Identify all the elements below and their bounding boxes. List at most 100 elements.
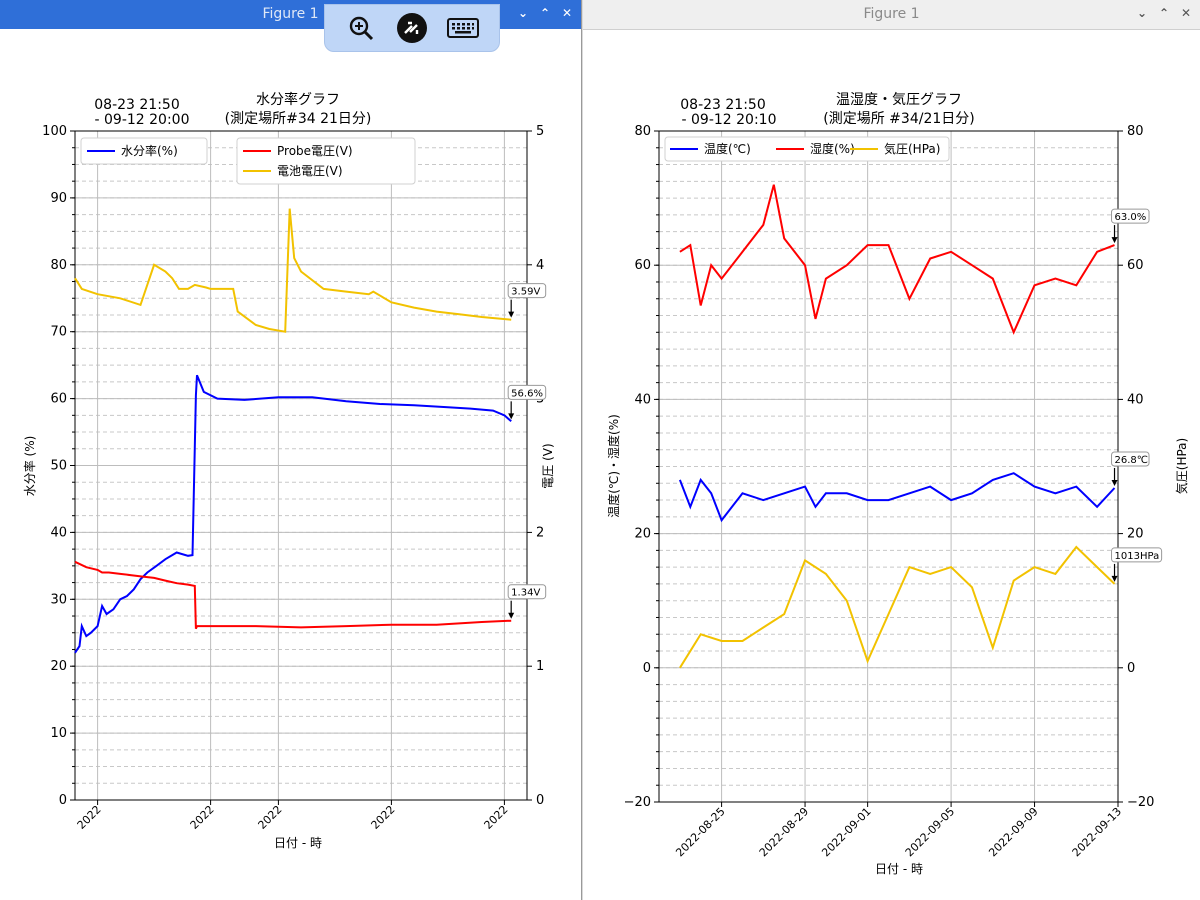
legend-label: 水分率(%): [121, 143, 178, 158]
y-tick-label: 40: [634, 392, 651, 407]
legend-label: Probe電圧(V): [277, 144, 353, 158]
annotation-label: 3.59V: [511, 287, 540, 298]
minimize-icon[interactable]: ⌄: [517, 6, 529, 20]
annotation-label: 1.34V: [511, 588, 540, 599]
chart-title: 温湿度・気圧グラフ: [836, 92, 962, 108]
annotation-box: [507, 584, 547, 600]
y2-axis-label: 気圧(HPa): [1174, 438, 1189, 494]
y-tick-label: −20: [624, 795, 651, 810]
annotation-arrowhead: [1111, 237, 1118, 244]
annotation-box: [1111, 208, 1150, 224]
series-line: [679, 184, 1115, 335]
zoom-in-icon[interactable]: [343, 10, 379, 46]
x-tick-label: 2022-09-05: [903, 805, 957, 859]
connection-icon[interactable]: [394, 10, 430, 46]
y-axis-label: 温度(℃)・湿度(%): [606, 414, 621, 518]
annotation-arrowhead: [1111, 575, 1118, 582]
titlebar-right[interactable]: Figure 1 ⌄ ⌃ ✕: [583, 0, 1200, 30]
legend-label: 温度(℃): [704, 141, 751, 156]
legend-left: [80, 137, 208, 165]
y-tick-label: 10: [50, 726, 67, 741]
x-tick-label: 2022-09-09: [986, 805, 1040, 859]
moisture-chart: 0102030405060708090100012345202220222022…: [22, 91, 555, 850]
x-tick-label: 2022-08-29: [757, 805, 811, 859]
window-title-left: Figure 1: [262, 6, 319, 22]
maximize-icon[interactable]: ⌃: [539, 6, 551, 20]
chart-title: 水分率グラフ: [256, 91, 340, 108]
legend-label: 湿度(%): [810, 141, 855, 156]
series-line: [74, 208, 512, 333]
y-tick-label: 60: [634, 258, 651, 273]
y2-tick-label: 20: [1127, 527, 1144, 542]
maximize-icon[interactable]: ⌃: [1158, 6, 1170, 20]
x-tick-label: 2022-09-13: [1070, 805, 1124, 859]
y2-tick-label: 5: [536, 124, 544, 139]
y2-axis-label: 電圧 (V): [541, 443, 555, 488]
close-icon[interactable]: ✕: [1180, 6, 1192, 20]
y2-tick-label: 4: [536, 258, 544, 273]
series-line: [74, 374, 512, 654]
y-tick-label: 70: [50, 325, 67, 340]
series-line: [678, 472, 1116, 523]
annotation-arrowhead: [508, 311, 515, 318]
temp-humidity-pressure-chart: −20 0 20 40 60 80 −20 0 20 40 60 80 2022-08-25 2022-0…: [606, 92, 1189, 876]
y-tick-label: 30: [50, 592, 67, 607]
annotation-label: 63.0%: [1115, 212, 1147, 223]
y-tick-label: 90: [50, 191, 67, 206]
y2-tick-label: 60: [1127, 258, 1144, 273]
annotation-arrowhead: [1111, 479, 1118, 486]
minimize-icon[interactable]: ⌄: [1136, 6, 1148, 20]
legend-right: [236, 137, 416, 185]
y-tick-label: 50: [50, 459, 67, 474]
chart-subtitle: (測定場所#34 21日分): [225, 111, 372, 127]
remote-toolbar: [324, 4, 500, 52]
series-line: [679, 545, 1116, 669]
x-axis-label: 日付 - 時: [875, 862, 923, 876]
y-tick-label: 80: [634, 124, 651, 139]
annotation-box: [1111, 451, 1150, 467]
legend-right-chart: [664, 136, 950, 162]
y-tick-label: 40: [50, 525, 67, 540]
x-tick-label: 2022: [188, 803, 217, 832]
y-tick-label: 20: [634, 527, 651, 542]
y-tick-label: 0: [59, 793, 67, 808]
y-axis-label: 水分率 (%): [22, 436, 37, 497]
annotation-box: [1111, 547, 1163, 563]
y-tick-label: 20: [50, 659, 67, 674]
x-tick-label: 2022-09-01: [819, 805, 873, 859]
annotation-arrowhead: [508, 413, 515, 420]
x-tick-label: 2022: [75, 803, 104, 832]
x-axis-label: 日付 - 時: [274, 836, 322, 850]
keyboard-icon[interactable]: [445, 10, 481, 46]
y-tick-label: 60: [50, 392, 67, 407]
y-tick-label: 0: [643, 661, 651, 676]
x-tick-label: 2022: [369, 803, 398, 832]
legend-label: 気圧(HPa): [884, 141, 940, 156]
close-icon[interactable]: ✕: [561, 6, 573, 20]
y2-tick-label: 80: [1127, 124, 1144, 139]
annotation-box: [507, 384, 547, 400]
annotation-label: 56.6%: [511, 388, 543, 399]
annotation-box: [507, 283, 547, 299]
y-tick-label: 80: [50, 258, 67, 273]
chart-period-end: - 09-12 20:10: [682, 112, 777, 128]
chart-period-end: - 09-12 20:00: [95, 112, 190, 128]
y2-tick-label: 1: [536, 659, 544, 674]
y-tick-label: 100: [42, 124, 67, 139]
y2-tick-label: 2: [536, 525, 544, 540]
figure-window-left: Figure 1 ⌄ ⌃ ✕ 0 10 20 30 40 50 60 70 80 90 100 0 1 2…: [0, 0, 582, 900]
x-tick-label: 2022: [256, 803, 285, 832]
plot-frame: [658, 130, 1119, 803]
annotation-label: 26.8℃: [1115, 455, 1149, 466]
annotation-arrowhead: [508, 612, 515, 619]
chart-period-start: 08-23 21:50: [680, 97, 765, 113]
chart-subtitle: (測定場所 #34/21日分): [823, 111, 974, 127]
annotation-label: 1013HPa: [1115, 551, 1160, 562]
y2-tick-label: −20: [1127, 795, 1154, 810]
x-tick-label: 2022: [482, 803, 511, 832]
series-line: [74, 560, 512, 630]
legend-label: 電池電圧(V): [277, 164, 343, 178]
window-title-right: Figure 1: [863, 6, 920, 22]
figure-window-right: Figure 1 ⌄ ⌃ ✕ −20 0 20 40 60 80 −20 0 20 40 60 80 2…: [583, 0, 1200, 900]
y2-tick-label: 0: [536, 793, 544, 808]
